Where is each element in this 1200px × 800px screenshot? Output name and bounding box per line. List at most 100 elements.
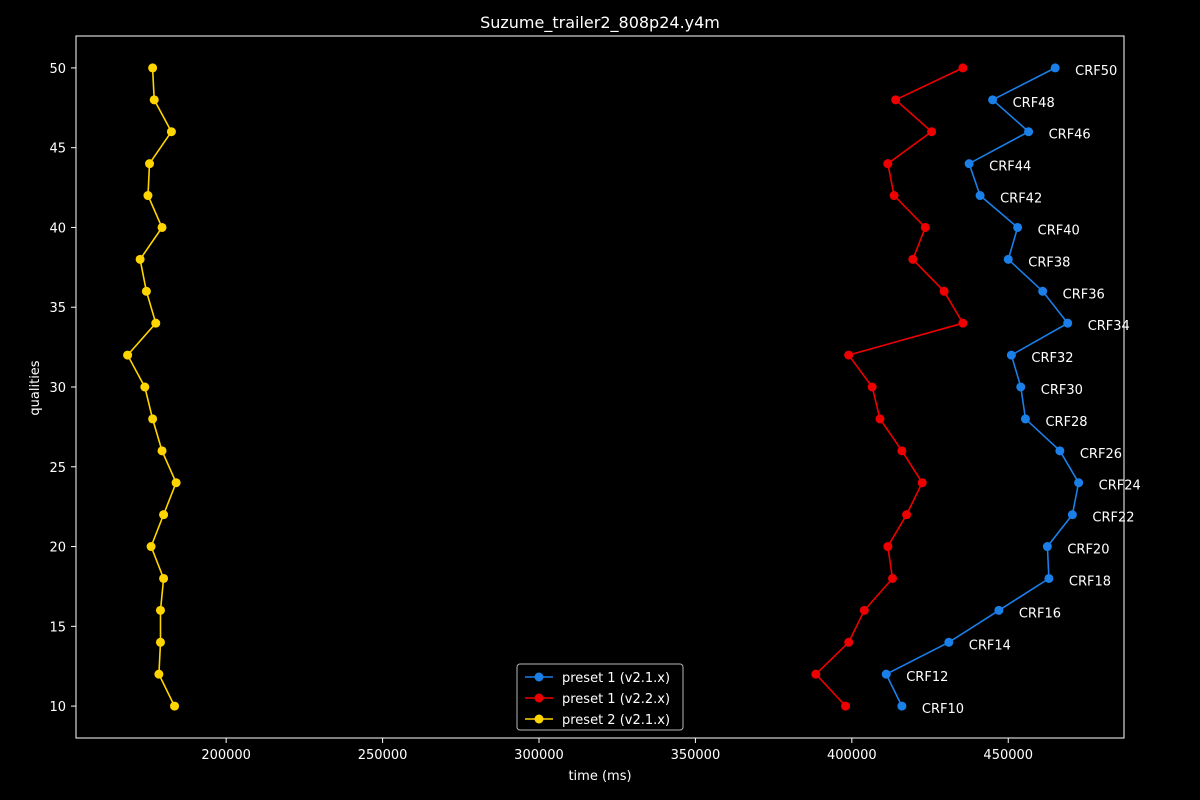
- data-point-label: CRF32: [1031, 351, 1073, 366]
- data-point: [1050, 63, 1060, 73]
- data-point-label: CRF42: [1000, 192, 1042, 207]
- data-point: [917, 478, 927, 488]
- plot-area: [75, 35, 1125, 739]
- legend-swatch-marker: [534, 714, 544, 724]
- y-tick-label: 45: [49, 142, 66, 157]
- x-axis: 200000 250000 300000 350000 400000 450000: [201, 738, 1033, 763]
- data-point: [1042, 542, 1052, 552]
- data-point: [811, 669, 821, 679]
- y-axis-label: qualities: [28, 360, 43, 415]
- data-point: [897, 446, 907, 456]
- data-point: [958, 63, 968, 73]
- chart-title: Suzume_trailer2_808p24.y4m: [480, 13, 720, 33]
- y-tick-label: 50: [49, 62, 66, 77]
- data-point: [148, 63, 158, 73]
- legend-swatch-marker: [534, 672, 544, 682]
- legend-entry-label: preset 2 (v2.1.x): [562, 713, 670, 728]
- legend-swatch-marker: [534, 693, 544, 703]
- y-tick-label: 20: [49, 541, 66, 556]
- data-point: [902, 510, 912, 520]
- data-point-label: CRF10: [922, 702, 964, 717]
- data-point: [867, 382, 877, 392]
- data-point-label: CRF18: [1069, 574, 1111, 589]
- legend: preset 1 (v2.1.x) preset 1 (v2.2.x) preset…: [516, 663, 684, 731]
- x-axis-label: time (ms): [568, 769, 631, 784]
- series-3: [123, 63, 181, 711]
- data-point: [841, 701, 851, 711]
- data-point: [875, 414, 885, 424]
- data-point: [975, 191, 985, 201]
- data-point: [140, 382, 150, 392]
- x-tick-label: 300000: [514, 748, 564, 763]
- series-layer: CRF10 CRF12 CRF14 CRF16 CRF18 CRF20 CRF22 CRF24…: [123, 63, 1141, 717]
- data-point: [159, 573, 169, 583]
- data-point-label: CRF48: [1013, 96, 1055, 111]
- data-point: [1038, 286, 1048, 296]
- data-point: [994, 605, 1004, 615]
- data-point: [149, 95, 159, 105]
- data-point: [148, 414, 158, 424]
- y-tick-label: 15: [49, 620, 66, 635]
- data-point: [123, 350, 133, 360]
- data-point: [1013, 222, 1023, 232]
- data-point: [964, 159, 974, 169]
- data-point: [944, 637, 954, 647]
- data-point: [151, 318, 161, 328]
- data-point-label: CRF26: [1080, 447, 1122, 462]
- series-2: [811, 63, 968, 711]
- y-axis: 10 15 20 25 30 35 40 45 50: [49, 62, 76, 715]
- data-point-label: CRF16: [1019, 606, 1061, 621]
- data-point: [939, 286, 949, 296]
- data-point: [1055, 446, 1065, 456]
- x-tick-label: 250000: [358, 748, 408, 763]
- data-point-label: CRF30: [1041, 383, 1083, 398]
- x-tick-label: 350000: [671, 748, 721, 763]
- data-point: [897, 701, 907, 711]
- data-point: [883, 542, 893, 552]
- data-point: [155, 605, 165, 615]
- data-point: [920, 222, 930, 232]
- legend-entry-label: preset 1 (v2.1.x): [562, 671, 670, 686]
- data-point-label: CRF20: [1067, 543, 1109, 558]
- data-point: [883, 159, 893, 169]
- data-point: [927, 127, 937, 137]
- data-point: [159, 510, 169, 520]
- y-tick-label: 40: [49, 221, 66, 236]
- data-point: [844, 350, 854, 360]
- series-1: CRF10 CRF12 CRF14 CRF16 CRF18 CRF20 CRF22 CRF24…: [881, 63, 1141, 717]
- data-point: [958, 318, 968, 328]
- data-point: [155, 637, 165, 647]
- data-point: [1067, 510, 1077, 520]
- data-point-label: CRF14: [969, 638, 1011, 653]
- data-point: [145, 159, 155, 169]
- data-point: [157, 222, 167, 232]
- data-point: [988, 95, 998, 105]
- data-point: [171, 478, 181, 488]
- legend-box: [516, 663, 684, 731]
- data-point-label: CRF46: [1049, 128, 1091, 143]
- data-point: [135, 254, 145, 264]
- data-point: [143, 191, 153, 201]
- data-point: [1074, 478, 1084, 488]
- data-point: [891, 95, 901, 105]
- data-point-label: CRF12: [906, 670, 948, 685]
- x-tick-label: 450000: [983, 748, 1033, 763]
- data-point: [141, 286, 151, 296]
- data-point: [146, 542, 156, 552]
- data-point: [1020, 414, 1030, 424]
- data-point-label: CRF22: [1092, 511, 1134, 526]
- x-tick-label: 200000: [201, 748, 251, 763]
- data-point: [170, 701, 180, 711]
- y-tick-label: 35: [49, 301, 66, 316]
- y-tick-label: 25: [49, 461, 66, 476]
- data-point: [908, 254, 918, 264]
- data-point: [1024, 127, 1034, 137]
- y-tick-label: 30: [49, 381, 66, 396]
- data-point: [844, 637, 854, 647]
- data-point: [1044, 573, 1054, 583]
- data-point: [1063, 318, 1073, 328]
- data-point-label: CRF44: [989, 160, 1031, 175]
- data-point-label: CRF40: [1038, 223, 1080, 238]
- data-point-label: CRF38: [1028, 255, 1070, 270]
